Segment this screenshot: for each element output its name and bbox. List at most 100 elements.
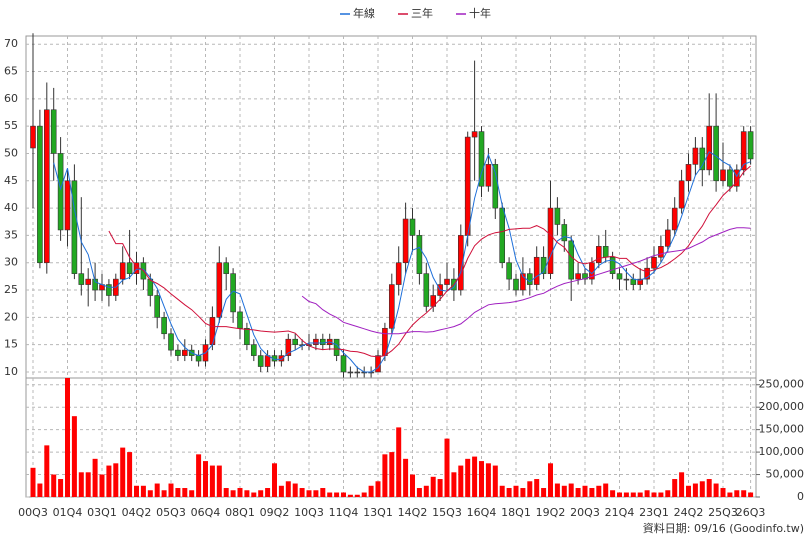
volume-bar [527, 481, 533, 497]
candle-body [623, 278, 630, 281]
y-tick-label: 65 [4, 65, 18, 78]
candle-body [464, 136, 471, 236]
volume-bar [44, 445, 50, 497]
x-tick-label: 25Q3 [708, 506, 738, 519]
y2-tick-label: 150,000 [759, 423, 805, 436]
footnote: 資料日期: 09/16 (Goodinfo.tw) [643, 521, 804, 535]
volume-bar [748, 492, 754, 497]
y-tick-label: 50 [4, 146, 18, 159]
volume-bar [389, 452, 395, 497]
volume-bar [134, 485, 139, 497]
volume-bar [127, 452, 133, 497]
x-tick-label: 23Q1 [639, 506, 669, 519]
volume-bar [285, 481, 291, 497]
candle-body [230, 273, 236, 313]
volume-bar [472, 456, 478, 497]
volume-bar [334, 492, 340, 497]
volume-bar [430, 476, 436, 497]
volume-bar [437, 479, 443, 497]
volume-bar [665, 490, 671, 497]
volume-bar [196, 454, 202, 497]
x-tick-label: 24Q2 [674, 506, 704, 519]
candle-body [409, 218, 416, 236]
candle-body [92, 278, 98, 291]
volume-bar [713, 483, 719, 497]
candle-body [223, 262, 229, 274]
x-tick-label: 16Q4 [467, 506, 497, 519]
volume-bar [347, 494, 353, 497]
volume-bar [368, 485, 374, 497]
volume-bar [465, 458, 471, 497]
candle-body [706, 125, 713, 171]
candle-body [457, 235, 464, 291]
x-tick-label: 20Q3 [570, 506, 600, 519]
candle-body [671, 207, 678, 231]
plot-frame [25, 35, 757, 498]
volume-bar [223, 488, 229, 497]
candle-body [658, 246, 664, 258]
y2-tick-label: 250,000 [759, 378, 805, 391]
y-tick-label: 30 [4, 256, 18, 269]
candle-body [416, 235, 423, 274]
volume-bar [237, 488, 243, 497]
candle-body [264, 355, 271, 367]
ma-line [108, 165, 751, 358]
volume-bar [175, 488, 181, 497]
candle-body [85, 278, 91, 285]
volume-bar [375, 481, 381, 497]
candle-body [727, 169, 733, 187]
volume-bar [513, 485, 519, 497]
volume-bar [99, 474, 105, 497]
candle-body [154, 295, 160, 318]
volume-bar [120, 447, 126, 497]
volume-bar [230, 490, 236, 497]
volume-bar [561, 485, 567, 497]
y2-tick-label: 100,000 [759, 445, 805, 458]
candle-body [520, 273, 526, 291]
candle-body [126, 262, 133, 274]
x-tick-label: 01Q4 [53, 506, 83, 519]
candle-body [533, 256, 540, 285]
volume-bar [85, 472, 91, 497]
volume-bar [403, 458, 409, 497]
volume-bar [65, 378, 70, 497]
legend-label: 年線 [353, 6, 375, 20]
volume-bar [251, 492, 257, 497]
candle-body [244, 327, 250, 345]
volume-bar [58, 479, 64, 497]
candle-body [237, 311, 243, 329]
candle-body [106, 284, 112, 296]
candle-body [699, 147, 706, 171]
volume-bar [106, 465, 112, 497]
volume-bar [168, 483, 174, 497]
volume-bar [278, 485, 284, 497]
candle-body [568, 240, 575, 280]
candle-body [602, 246, 609, 258]
legend-label: 三年 [411, 6, 433, 20]
candle-body [57, 153, 64, 231]
volume-bar [492, 465, 498, 497]
volume-bar [209, 465, 215, 497]
candle-body [685, 164, 692, 182]
volume-bar [485, 463, 491, 497]
candle-body [347, 371, 354, 374]
volume-bar [534, 479, 540, 497]
volume-bar [582, 485, 588, 497]
y-tick-label: 70 [4, 37, 18, 50]
volume-bar [30, 467, 36, 497]
candle-body [257, 355, 264, 367]
volume-bar [306, 490, 312, 497]
candle-body [471, 131, 478, 138]
volume-bar [548, 463, 553, 497]
candle-body [251, 344, 257, 356]
x-tick-label: 26Q3 [736, 506, 766, 519]
candle-body [30, 125, 36, 149]
volume-bar [520, 488, 526, 497]
volume-bar [341, 492, 346, 497]
candle-body [444, 278, 450, 285]
candle-body [43, 109, 50, 264]
candle-body [175, 349, 181, 356]
volume-bar [410, 474, 415, 497]
candle-body [423, 273, 430, 307]
